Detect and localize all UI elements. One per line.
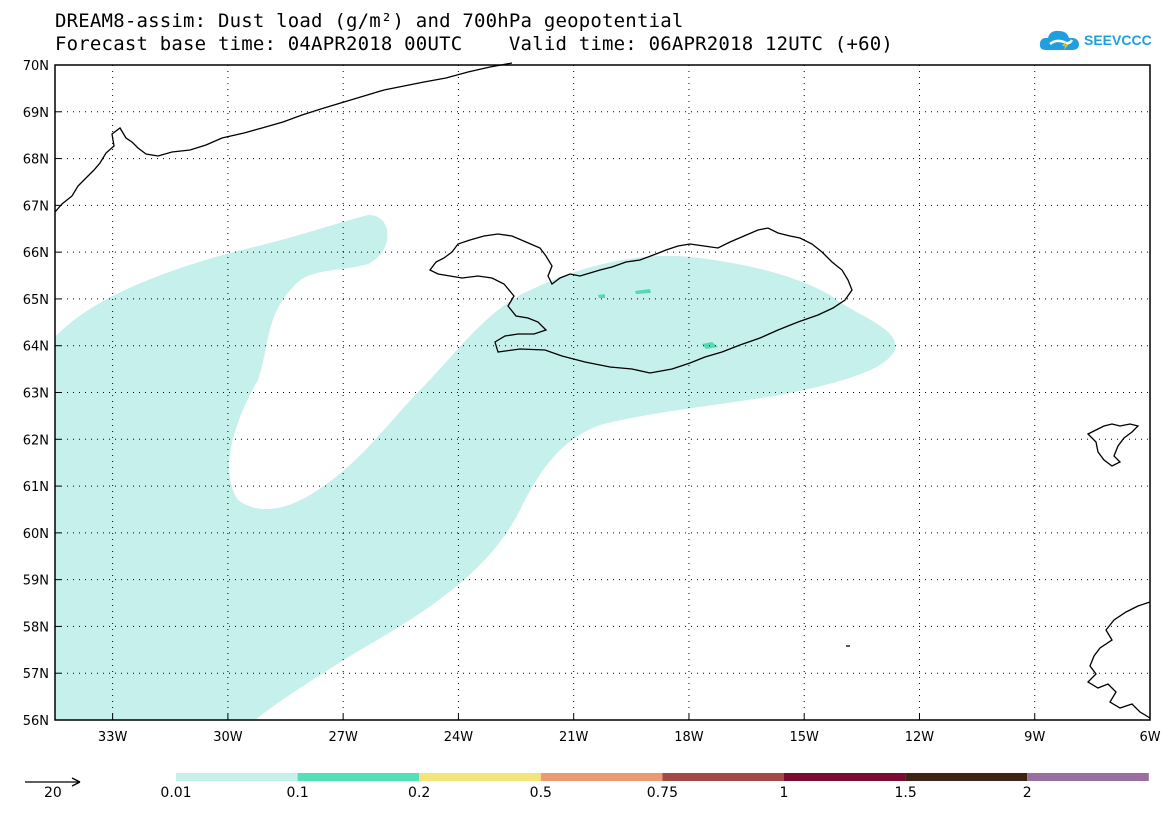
graticule	[55, 65, 1150, 720]
colorbar-swatch	[540, 773, 663, 781]
cloud-icon	[1039, 30, 1079, 50]
y-tick-label: 64N	[23, 340, 49, 355]
x-tick-label: 33W	[98, 730, 128, 745]
dust-load-field	[55, 214, 896, 720]
title-line-1: DREAM8-assim: Dust load (g/m²) and 700hP…	[55, 10, 684, 32]
colorbar-swatch	[419, 773, 541, 781]
colorbar-label: 0.1	[286, 785, 309, 801]
y-tick-label: 60N	[23, 527, 49, 542]
longitude-labels: 33W 30W 27W 24W 21W 18W 15W 12W 9W 6W	[98, 730, 1161, 745]
colorbar-label: 2	[1022, 785, 1032, 801]
iceland-coast	[429, 227, 853, 374]
colorbar-swatch	[297, 773, 420, 781]
y-tick-label: 61N	[23, 480, 49, 495]
x-tick-label: 9W	[1024, 730, 1045, 745]
y-tick-label: 68N	[23, 153, 49, 168]
y-tick-label: 56N	[23, 714, 49, 729]
colorbar-label: 0.2	[408, 785, 431, 801]
logo-text: SEEVCCC	[1084, 32, 1152, 48]
colorbar-swatch	[1027, 773, 1149, 781]
vector-scale-label: 20	[44, 785, 62, 801]
dust-patch	[635, 289, 651, 294]
colorbar-label: 1.5	[894, 785, 917, 801]
x-tick-label: 12W	[905, 730, 935, 745]
title-line-2: Forecast base time: 04APR2018 00UTC Vali…	[55, 33, 894, 55]
y-tick-label: 67N	[23, 199, 49, 214]
y-tick-label: 70N	[23, 59, 49, 74]
seevccc-logo: SEEVCCC	[1038, 26, 1152, 54]
x-tick-label: 18W	[674, 730, 704, 745]
colorbar-swatch	[662, 773, 784, 781]
y-tick-label: 63N	[23, 387, 49, 402]
x-tick-label: 15W	[790, 730, 820, 745]
x-tick-label: 27W	[328, 730, 358, 745]
scotland-coast	[1086, 601, 1151, 719]
y-tick-label: 59N	[23, 574, 49, 589]
x-tick-label: 30W	[213, 730, 243, 745]
y-tick-label: 66N	[23, 246, 49, 261]
colorbar	[176, 773, 1149, 781]
coastlines	[54, 62, 1151, 719]
colorbar-label: 1	[779, 785, 789, 801]
colorbar-swatch	[784, 773, 906, 781]
colorbar-label: 0.75	[646, 785, 678, 801]
latitude-labels: 56N 57N 58N 59N 60N 61N 62N 63N 64N 65N 66N 67N 68N 6…	[23, 59, 49, 729]
colorbar-label: 0.01	[160, 785, 192, 801]
x-tick-label: 24W	[444, 730, 474, 745]
x-tick-label: 21W	[559, 730, 589, 745]
colorbar-label: 0.5	[529, 785, 552, 801]
greenland-coast	[54, 62, 513, 213]
dust-plume-main	[55, 214, 896, 720]
y-tick-label: 57N	[23, 667, 49, 682]
y-tick-label: 62N	[23, 433, 49, 448]
faroe-islands	[1086, 423, 1140, 467]
axis-ticks	[55, 64, 1151, 721]
x-tick-label: 6W	[1139, 730, 1160, 745]
y-tick-label: 58N	[23, 620, 49, 635]
dust-patch	[598, 294, 605, 298]
wind-reference-vector	[25, 777, 81, 787]
y-tick-label: 69N	[23, 106, 49, 121]
colorbar-swatch	[176, 773, 298, 781]
y-tick-label: 65N	[23, 293, 49, 308]
colorbar-swatch	[905, 773, 1028, 781]
